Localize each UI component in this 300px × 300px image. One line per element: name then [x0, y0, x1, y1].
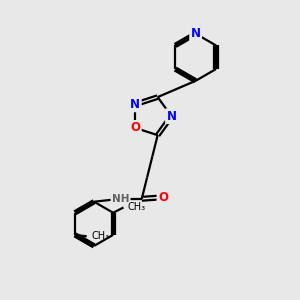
- Text: CH₃: CH₃: [91, 231, 109, 241]
- Text: NH: NH: [112, 194, 129, 204]
- Text: O: O: [158, 191, 168, 204]
- Text: O: O: [130, 122, 140, 134]
- Text: N: N: [190, 27, 201, 40]
- Text: N: N: [130, 98, 140, 111]
- Text: N: N: [167, 110, 176, 123]
- Text: CH₃: CH₃: [128, 202, 146, 212]
